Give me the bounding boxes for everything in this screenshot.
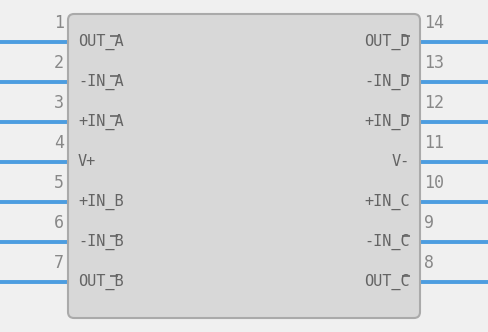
Text: 3: 3	[54, 94, 64, 112]
Text: 9: 9	[424, 214, 434, 232]
Text: OUT_A: OUT_A	[78, 34, 123, 50]
Text: +IN_A: +IN_A	[78, 114, 123, 130]
Text: OUT_D: OUT_D	[365, 34, 410, 50]
Text: 6: 6	[54, 214, 64, 232]
Text: -IN_C: -IN_C	[365, 234, 410, 250]
Text: -IN_D: -IN_D	[365, 74, 410, 90]
Text: 5: 5	[54, 174, 64, 192]
Text: 12: 12	[424, 94, 444, 112]
Text: 7: 7	[54, 254, 64, 272]
Text: V+: V+	[78, 154, 96, 170]
Text: OUT_B: OUT_B	[78, 274, 123, 290]
Text: V-: V-	[392, 154, 410, 170]
Text: -IN_B: -IN_B	[78, 234, 123, 250]
Text: 13: 13	[424, 54, 444, 72]
Text: 11: 11	[424, 134, 444, 152]
Text: -IN_A: -IN_A	[78, 74, 123, 90]
Text: OUT_C: OUT_C	[365, 274, 410, 290]
Text: 14: 14	[424, 14, 444, 32]
Text: +IN_D: +IN_D	[365, 114, 410, 130]
Text: 1: 1	[54, 14, 64, 32]
Text: 8: 8	[424, 254, 434, 272]
Text: +IN_C: +IN_C	[365, 194, 410, 210]
Text: 4: 4	[54, 134, 64, 152]
Text: 2: 2	[54, 54, 64, 72]
Text: 10: 10	[424, 174, 444, 192]
FancyBboxPatch shape	[68, 14, 420, 318]
Text: +IN_B: +IN_B	[78, 194, 123, 210]
